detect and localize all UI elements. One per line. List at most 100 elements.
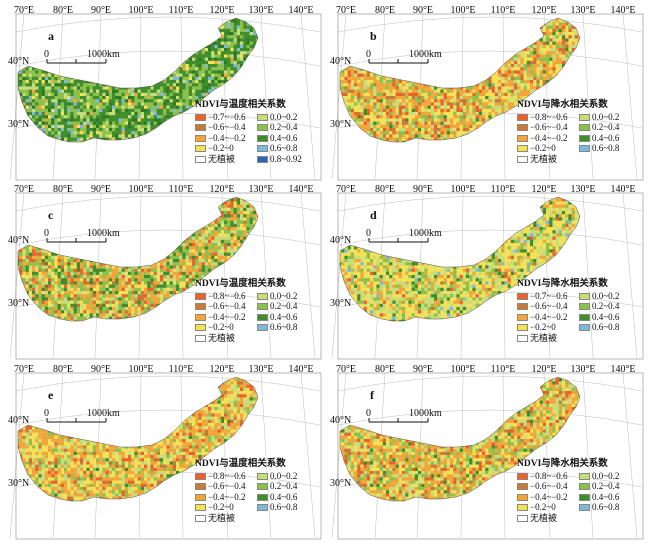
lat-label: 40°N	[330, 415, 351, 426]
legend-swatch	[517, 303, 528, 310]
legend-label: 0.0~0.2	[270, 291, 297, 302]
lon-label: 100°E	[128, 364, 153, 375]
legend-swatch	[579, 114, 590, 121]
legend-swatch	[195, 504, 206, 511]
legend-item: −0.6~−0.4	[517, 302, 579, 313]
legend-item: −0.7~−0.6	[517, 291, 579, 302]
legend-swatch	[257, 145, 268, 152]
legend-label: 0.0~0.2	[270, 471, 297, 482]
legend-swatch	[517, 145, 528, 152]
lon-label: 140°E	[610, 5, 635, 16]
legend-swatch	[579, 483, 590, 490]
legend-item: 0.0~0.2	[257, 471, 319, 482]
legend-swatch	[195, 145, 206, 152]
legend-item: −0.2~0	[517, 144, 579, 155]
legend-item: 0.6~0.8	[579, 503, 641, 514]
lon-label: 140°E	[610, 184, 635, 195]
legend-label: 无植被	[530, 513, 557, 524]
legend-item: 0.0~0.2	[257, 112, 319, 123]
lon-label: 120°E	[209, 364, 234, 375]
legend-item: −0.8~−0.6	[195, 471, 257, 482]
lon-label: 90°E	[413, 364, 433, 375]
lat-label: 40°N	[330, 56, 351, 67]
legend-item: −0.6~−0.4	[517, 482, 579, 493]
scale-distance: 1000km	[409, 228, 442, 239]
legend-label: 0.0~0.2	[270, 112, 297, 123]
legend-item: −0.6~−0.4	[517, 123, 579, 134]
legend-label: 0.2~0.4	[270, 122, 297, 133]
legend-label: 无植被	[208, 333, 235, 344]
legend-swatch	[517, 515, 528, 522]
legend-swatch	[257, 483, 268, 490]
legend-swatch	[257, 314, 268, 321]
legend-item: 0.6~0.8	[257, 323, 319, 334]
lon-label: 120°E	[531, 184, 556, 195]
lon-label: 130°E	[248, 5, 273, 16]
lat-label: 30°N	[330, 478, 351, 489]
legend-swatch	[257, 156, 268, 163]
legend-swatch	[195, 473, 206, 480]
scale-zero: 0	[366, 49, 371, 60]
legend-swatch	[257, 114, 268, 121]
lon-label: 80°E	[53, 5, 73, 16]
legend-swatch	[195, 156, 206, 163]
legend-item: 0.4~0.6	[257, 312, 319, 323]
legend-label: 0.6~0.8	[270, 143, 297, 154]
scale-zero: 0	[44, 228, 49, 239]
legend-swatch	[579, 303, 590, 310]
legend-swatch	[195, 314, 206, 321]
lon-label: 70°E	[336, 184, 356, 195]
panel-letter: e	[48, 388, 54, 402]
scale-distance: 1000km	[409, 408, 442, 419]
legend-label: 0.4~0.6	[270, 133, 297, 144]
legend-item: 0.2~0.4	[257, 482, 319, 493]
legend-item: −0.2~0	[195, 323, 257, 334]
legend-label: 0.2~0.4	[592, 301, 619, 312]
legend-label: 0.2~0.4	[270, 301, 297, 312]
legend-title: NDVI与降水相关系数	[517, 459, 641, 470]
scale-distance: 1000km	[87, 49, 120, 60]
lat-label: 40°N	[8, 415, 29, 426]
legend-label: 0.2~0.4	[592, 481, 619, 492]
legend-label: 无植被	[530, 333, 557, 344]
legend-swatch	[195, 124, 206, 131]
legend-title: NDVI与温度相关系数	[195, 100, 319, 111]
lon-label: 100°E	[128, 5, 153, 16]
legend-item: 0.2~0.4	[579, 123, 641, 134]
legend-label: −0.6~−0.4	[530, 122, 568, 133]
legend-label: 0.6~0.8	[270, 322, 297, 333]
lon-label: 70°E	[14, 5, 34, 16]
legend-label: 0.0~0.2	[592, 112, 619, 123]
legend-label: −0.6~−0.4	[208, 122, 246, 133]
scale-distance: 1000km	[409, 49, 442, 60]
lon-label: 70°E	[14, 184, 34, 195]
legend-swatch	[517, 293, 528, 300]
legend-item: 0.2~0.4	[579, 482, 641, 493]
scale-distance: 1000km	[87, 228, 120, 239]
legend-label: 0.4~0.6	[592, 312, 619, 323]
lat-label: 30°N	[330, 298, 351, 309]
lon-label: 100°E	[450, 364, 475, 375]
lat-label: 40°N	[8, 56, 29, 67]
legend-item: 无植被	[195, 154, 257, 165]
legend-swatch	[195, 483, 206, 490]
legend-swatch	[195, 335, 206, 342]
legend-swatch	[517, 483, 528, 490]
lon-label: 110°E	[169, 5, 194, 16]
legend-swatch	[517, 473, 528, 480]
legend-label: −0.2~0	[530, 502, 556, 513]
legend-swatch	[579, 314, 590, 321]
legend-item: −0.4~−0.2	[517, 492, 579, 503]
lon-label: 130°E	[570, 184, 595, 195]
legend-item: 0.4~0.6	[257, 133, 319, 144]
legend-label: −0.6~−0.4	[530, 301, 568, 312]
legend-label: −0.2~0	[530, 143, 556, 154]
lon-label: 80°E	[375, 364, 395, 375]
lon-label: 80°E	[375, 5, 395, 16]
legend-swatch	[517, 156, 528, 163]
